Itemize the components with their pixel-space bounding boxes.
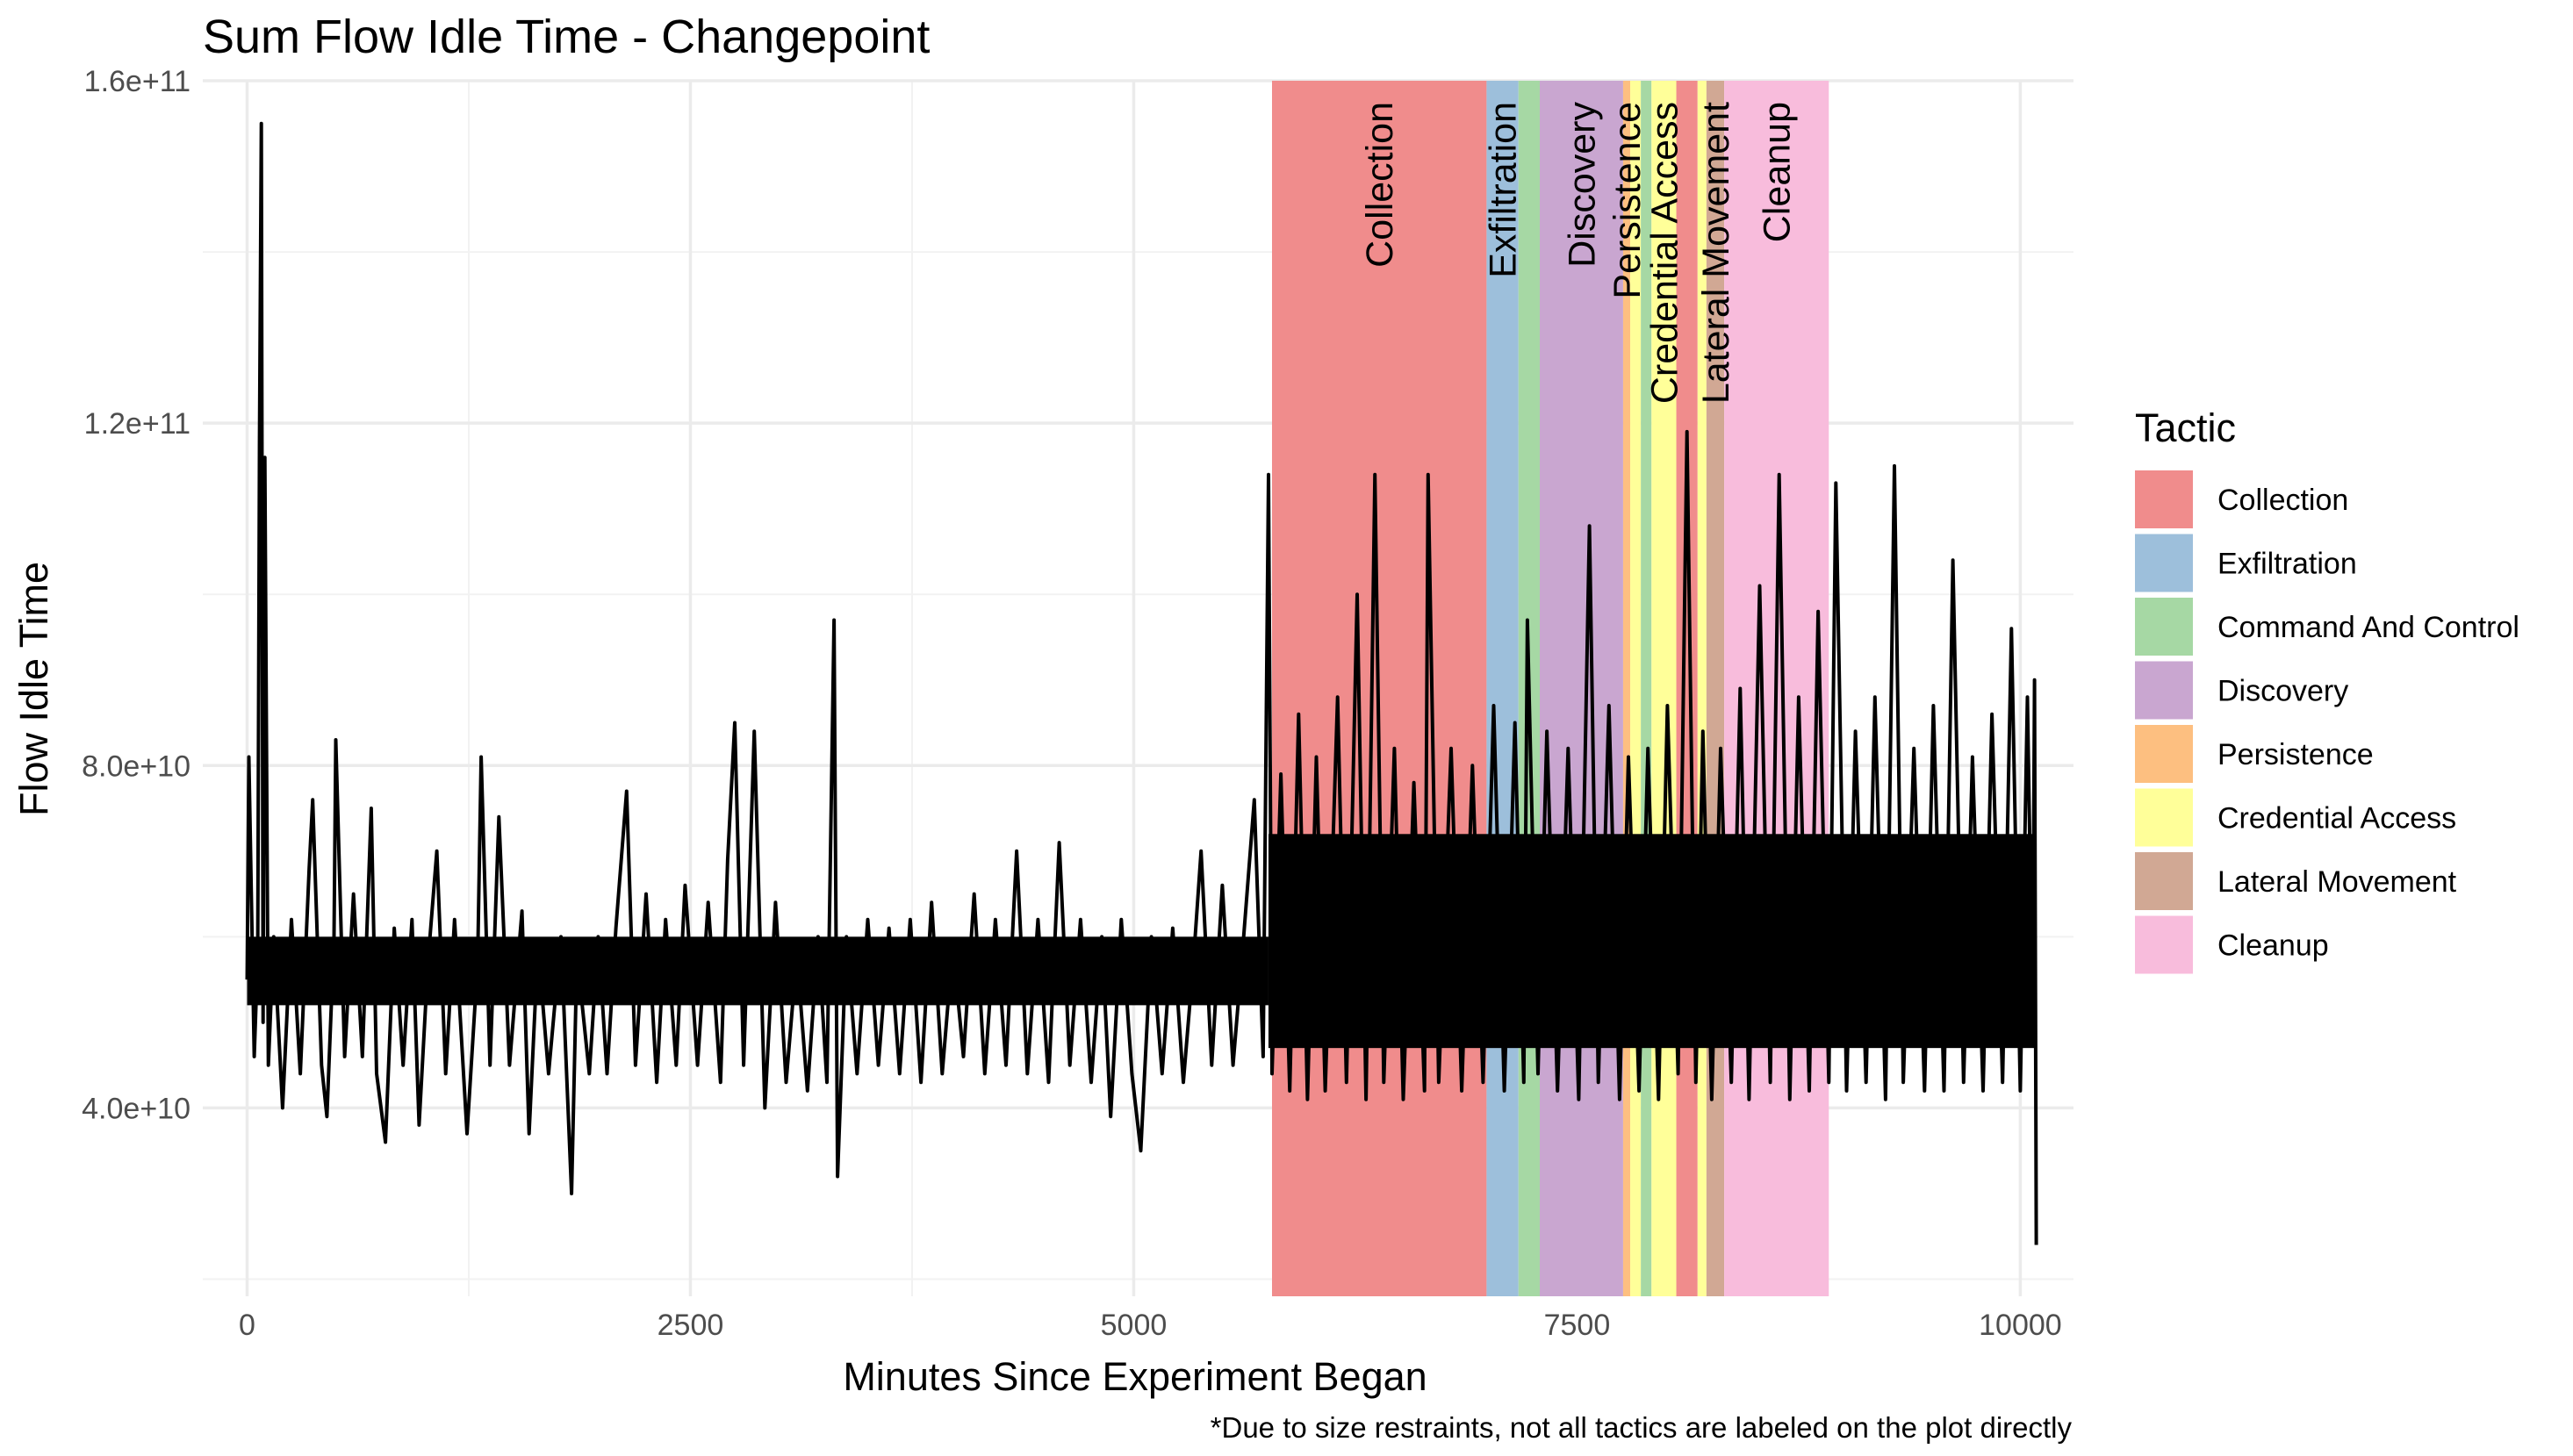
legend-item-label: Collection: [2217, 484, 2348, 517]
x-axis-label: Minutes Since Experiment Began: [843, 1354, 1427, 1399]
y-tick-label: 4.0e+10: [82, 1092, 190, 1125]
legend-title: Tactic: [2135, 405, 2236, 450]
legend-item-label: Lateral Movement: [2217, 865, 2457, 899]
legend-swatch: [2135, 725, 2193, 783]
legend-swatch: [2135, 852, 2193, 910]
band-discovery: [1540, 81, 1623, 1296]
series-line: [245, 121, 2038, 1245]
band-label-exfiltration: Exfiltration: [1483, 102, 1525, 278]
chart-title: Sum Flow Idle Time - Changepoint: [203, 11, 930, 63]
legend-item-label: Cleanup: [2217, 929, 2329, 963]
legend-item-label: Discovery: [2217, 675, 2348, 708]
legend-swatch: [2135, 470, 2193, 528]
band-label-credential-access: Credential Access: [1643, 102, 1685, 404]
legend-item-label: Exfiltration: [2217, 548, 2357, 581]
legend-swatch: [2135, 788, 2193, 847]
plot-panel: Collection Exfiltration Discovery Persisten…: [203, 79, 2073, 1296]
legend-item-label: Credential Access: [2217, 802, 2456, 836]
legend-item-label: Persistence: [2217, 738, 2374, 771]
band-credential-access: [1651, 81, 1677, 1296]
band-label-collection: Collection: [1359, 102, 1401, 268]
x-tick-label: 5000: [1101, 1309, 1168, 1342]
x-tick-label: 0: [239, 1309, 255, 1342]
x-axis: 0 2500 5000 7500 10000: [239, 1309, 2062, 1342]
caption: *Due to size restraints, not all tactics…: [1211, 1411, 2073, 1444]
band-label-lateral-movement: Lateral Movement: [1695, 102, 1737, 404]
series-group: [245, 121, 2038, 1245]
legend-item-label: Command And Control: [2217, 611, 2519, 644]
y-axis: 4.0e+10 8.0e+10 1.2e+11 1.6e+11: [82, 65, 190, 1125]
x-tick-label: 2500: [658, 1309, 724, 1342]
legend-swatch: [2135, 534, 2193, 592]
y-axis-label: Flow Idle Time: [11, 562, 56, 816]
legend-swatch: [2135, 661, 2193, 720]
band-label-discovery: Discovery: [1562, 102, 1604, 268]
x-tick-label: 7500: [1544, 1309, 1611, 1342]
band-labels: Collection Exfiltration Discovery Persisten…: [1359, 102, 1799, 405]
band-exfiltration: [1486, 81, 1519, 1296]
y-tick-label: 8.0e+10: [82, 750, 190, 783]
legend: Tactic Collection Exfiltration Command And…: [2135, 405, 2519, 974]
band-persistence: [1622, 81, 1631, 1296]
y-tick-label: 1.6e+11: [84, 65, 190, 98]
legend-swatch: [2135, 915, 2193, 974]
y-tick-label: 1.2e+11: [84, 407, 190, 441]
band-credential-access: [1697, 81, 1707, 1296]
x-tick-label: 10000: [1979, 1309, 2062, 1342]
band-label-cleanup: Cleanup: [1757, 102, 1799, 242]
band-label-persistence: Persistence: [1606, 102, 1649, 299]
band-collection: [1676, 81, 1698, 1296]
legend-swatch: [2135, 598, 2193, 656]
